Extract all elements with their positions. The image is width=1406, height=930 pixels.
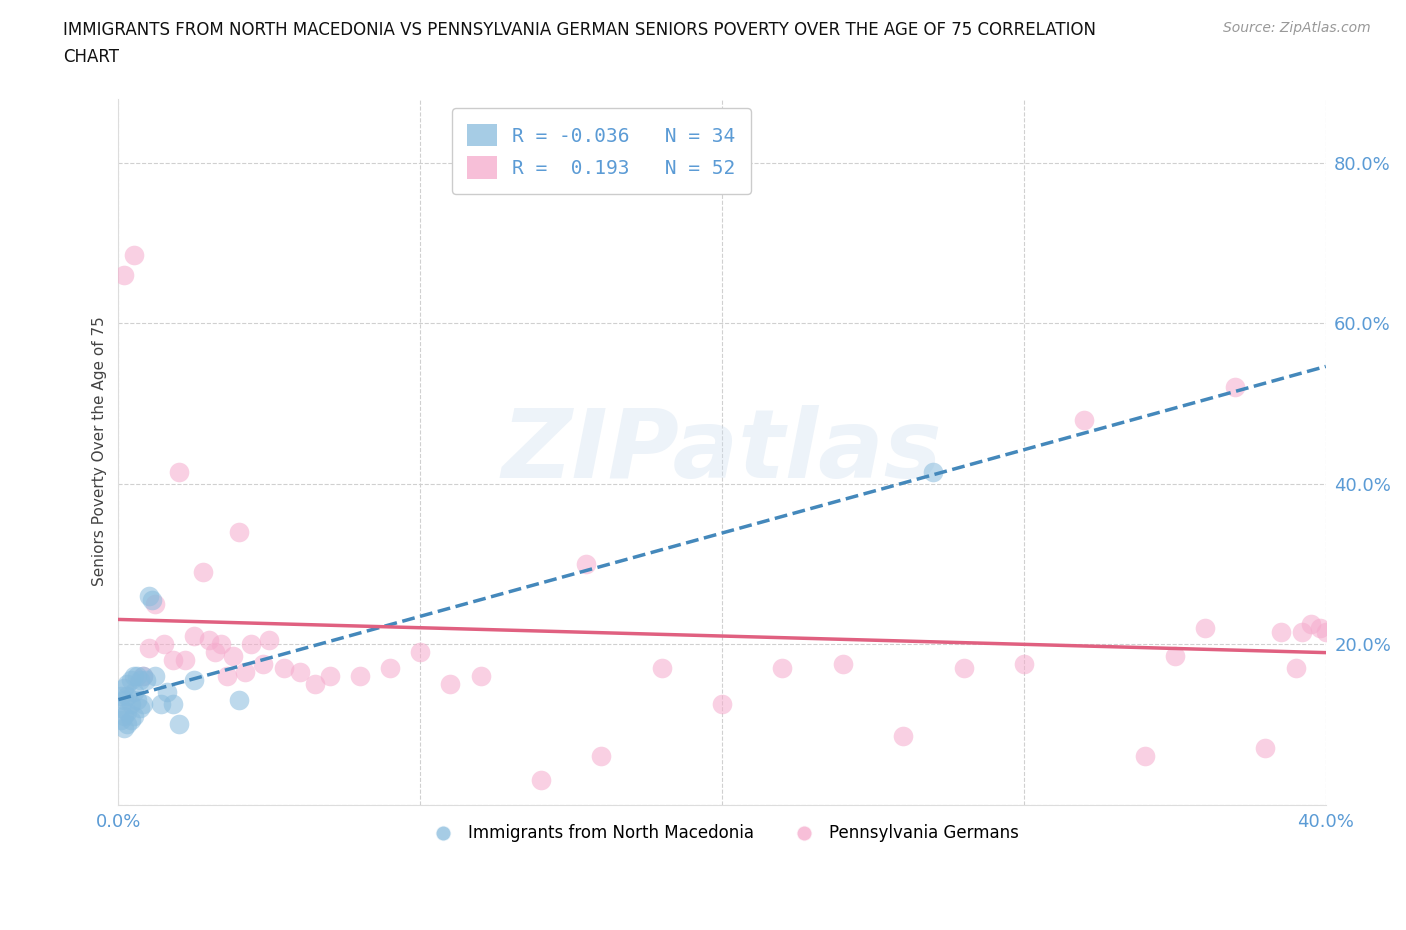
Point <box>319 669 342 684</box>
Point <box>128 701 150 716</box>
Point <box>575 556 598 571</box>
Text: CHART: CHART <box>63 48 120 66</box>
Text: Source: ZipAtlas.com: Source: ZipAtlas.com <box>1223 21 1371 35</box>
Point <box>1270 625 1292 640</box>
Point <box>651 660 673 675</box>
Point <box>152 637 174 652</box>
Point <box>183 672 205 687</box>
Point <box>240 637 263 652</box>
Point <box>1284 660 1306 675</box>
Point <box>114 268 136 283</box>
Point <box>1291 625 1313 640</box>
Point <box>222 649 245 664</box>
Point <box>183 629 205 644</box>
Point <box>1073 412 1095 427</box>
Point <box>217 669 239 684</box>
Point <box>304 677 326 692</box>
Point <box>952 660 974 675</box>
Point <box>1254 741 1277 756</box>
Point <box>173 653 195 668</box>
Point <box>252 657 274 671</box>
Point <box>1315 625 1337 640</box>
Point <box>120 697 142 711</box>
Point <box>530 773 553 788</box>
Point <box>114 709 136 724</box>
Point <box>135 672 157 687</box>
Point <box>110 689 132 704</box>
Point <box>122 709 145 724</box>
Point <box>162 653 184 668</box>
Point <box>209 637 232 652</box>
Point <box>1299 617 1322 631</box>
Point <box>273 660 295 675</box>
Point <box>772 660 794 675</box>
Point <box>125 669 148 684</box>
Point <box>1012 657 1035 671</box>
Point <box>138 641 160 656</box>
Point <box>470 669 492 684</box>
Point <box>349 669 371 684</box>
Point <box>117 705 139 720</box>
Point <box>233 665 256 680</box>
Point <box>1225 380 1247 395</box>
Point <box>1309 620 1331 635</box>
Point <box>122 247 145 262</box>
Point <box>1133 749 1156 764</box>
Point <box>122 684 145 699</box>
Text: ZIPatlas: ZIPatlas <box>502 405 942 498</box>
Point <box>831 657 853 671</box>
Point <box>114 693 136 708</box>
Point <box>198 632 221 647</box>
Point <box>131 669 153 684</box>
Point <box>110 701 132 716</box>
Point <box>1164 649 1187 664</box>
Point <box>117 717 139 732</box>
Point <box>122 669 145 684</box>
Point <box>117 689 139 704</box>
Point <box>922 464 945 479</box>
Point <box>156 684 179 699</box>
Point <box>131 669 153 684</box>
Y-axis label: Seniors Poverty Over the Age of 75: Seniors Poverty Over the Age of 75 <box>93 317 107 587</box>
Point <box>143 596 166 611</box>
Point <box>191 565 214 579</box>
Point <box>167 464 190 479</box>
Point <box>125 693 148 708</box>
Point <box>259 632 281 647</box>
Point <box>138 589 160 604</box>
Point <box>167 717 190 732</box>
Point <box>228 525 250 539</box>
Point <box>131 697 153 711</box>
Point <box>114 721 136 736</box>
Point <box>162 697 184 711</box>
Point <box>204 644 226 659</box>
Point <box>591 749 613 764</box>
Point <box>141 592 163 607</box>
Point <box>120 672 142 687</box>
Point <box>117 677 139 692</box>
Text: IMMIGRANTS FROM NORTH MACEDONIA VS PENNSYLVANIA GERMAN SENIORS POVERTY OVER THE : IMMIGRANTS FROM NORTH MACEDONIA VS PENNS… <box>63 21 1097 39</box>
Legend: Immigrants from North Macedonia, Pennsylvania Germans: Immigrants from North Macedonia, Pennsyl… <box>419 817 1025 849</box>
Point <box>143 669 166 684</box>
Point <box>120 713 142 728</box>
Point <box>439 677 461 692</box>
Point <box>128 672 150 687</box>
Point <box>711 697 734 711</box>
Point <box>149 697 172 711</box>
Point <box>378 660 401 675</box>
Point <box>228 693 250 708</box>
Point <box>409 644 432 659</box>
Point <box>1194 620 1216 635</box>
Point <box>114 681 136 696</box>
Point <box>891 729 914 744</box>
Point <box>288 665 311 680</box>
Point <box>110 713 132 728</box>
